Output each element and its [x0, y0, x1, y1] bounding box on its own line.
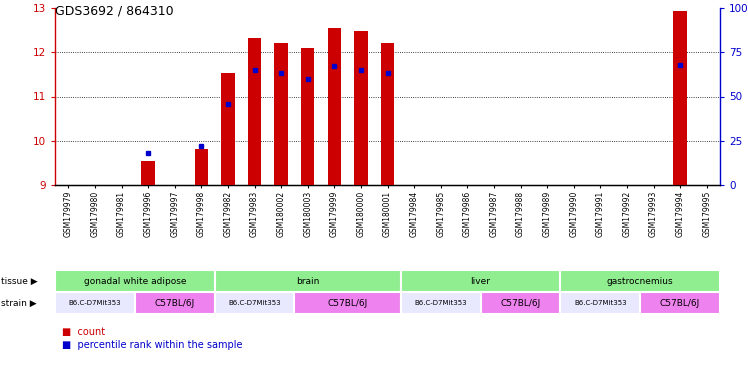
Bar: [381, 43, 394, 185]
Text: strain ▶: strain ▶: [1, 298, 37, 308]
Text: ■  percentile rank within the sample: ■ percentile rank within the sample: [63, 340, 243, 350]
Bar: [141, 161, 155, 185]
Bar: [355, 31, 367, 185]
Bar: [640, 293, 720, 314]
Bar: [194, 149, 208, 185]
Bar: [481, 293, 560, 314]
Text: B6.C-D7Mit353: B6.C-D7Mit353: [414, 300, 467, 306]
Bar: [248, 38, 261, 185]
Bar: [275, 43, 288, 185]
Text: gastrocnemius: gastrocnemius: [607, 276, 673, 285]
Text: brain: brain: [296, 276, 319, 285]
Bar: [55, 270, 215, 291]
Text: C57BL/6J: C57BL/6J: [500, 298, 541, 308]
Text: gonadal white adipose: gonadal white adipose: [84, 276, 186, 285]
Text: C57BL/6J: C57BL/6J: [155, 298, 194, 308]
Text: C57BL/6J: C57BL/6J: [660, 298, 700, 308]
Text: GDS3692 / 864310: GDS3692 / 864310: [55, 5, 174, 18]
Text: ■  count: ■ count: [63, 327, 105, 337]
Bar: [215, 270, 401, 291]
Bar: [55, 293, 135, 314]
Bar: [215, 293, 295, 314]
Text: liver: liver: [470, 276, 491, 285]
Bar: [221, 73, 235, 185]
Text: tissue ▶: tissue ▶: [1, 276, 38, 285]
Text: B6.C-D7Mit353: B6.C-D7Mit353: [228, 300, 280, 306]
Bar: [328, 28, 341, 185]
Bar: [401, 270, 560, 291]
Bar: [560, 270, 720, 291]
Text: B6.C-D7Mit353: B6.C-D7Mit353: [69, 300, 121, 306]
Bar: [295, 293, 401, 314]
Text: C57BL/6J: C57BL/6J: [328, 298, 368, 308]
Bar: [560, 293, 640, 314]
Bar: [401, 293, 481, 314]
Bar: [673, 11, 687, 185]
Bar: [135, 293, 215, 314]
Bar: [301, 48, 314, 185]
Text: B6.C-D7Mit353: B6.C-D7Mit353: [574, 300, 627, 306]
